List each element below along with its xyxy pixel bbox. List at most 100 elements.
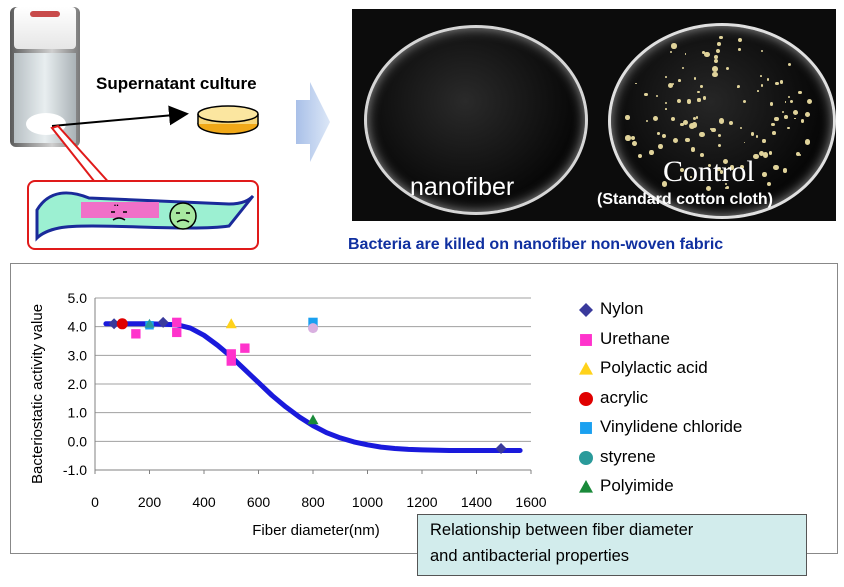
x-tick-label: 1200 [406, 494, 437, 510]
colony-dot [779, 80, 783, 84]
colony-dot [781, 110, 785, 114]
data-point [172, 327, 182, 338]
colony-dot [714, 55, 718, 60]
colony-dot [718, 118, 725, 124]
colony-dot [798, 153, 802, 157]
colony-dot [685, 137, 690, 142]
colony-dot [665, 102, 668, 105]
colony-dot [662, 133, 667, 138]
legend-marker-shape [580, 333, 592, 346]
colony-dot [664, 76, 667, 78]
trend-curve [103, 321, 523, 453]
colony-dot [655, 94, 658, 97]
colony-dot [631, 141, 637, 147]
y-tick-label: -1.0 [63, 462, 87, 478]
colony-dot [697, 98, 701, 102]
colony-dot [712, 66, 718, 72]
y-tick-label: 2.0 [68, 376, 88, 392]
colony-dot [638, 153, 643, 158]
data-point [157, 316, 169, 328]
colony-dot [705, 186, 711, 192]
colony-dot [766, 78, 770, 81]
colony-dot [718, 134, 722, 138]
colony-dot [774, 117, 779, 122]
colony-dot [699, 131, 705, 138]
colony-dot [795, 111, 798, 115]
data-point [226, 349, 236, 359]
colony-dot [728, 167, 730, 169]
legend-label: Polylactic acid [600, 358, 708, 377]
colony-dot [690, 147, 696, 153]
colony-dot [773, 164, 779, 171]
colony-dot [717, 42, 722, 46]
nanofiber-dish [364, 25, 588, 215]
colony-dot [684, 53, 687, 55]
fabric-band [81, 202, 159, 218]
colony-dot [718, 144, 722, 148]
colony-dot [701, 51, 705, 54]
colony-dot [742, 99, 746, 103]
data-point [116, 318, 128, 330]
colony-dot [719, 35, 723, 40]
colony-dot [737, 84, 741, 88]
colony-dot [644, 92, 648, 97]
legend-marker [580, 422, 592, 434]
colony-dot [783, 168, 788, 173]
x-tick-label: 1400 [461, 494, 492, 510]
y-axis-label: Bacteriostatic activity value [29, 304, 46, 484]
colony-dot [702, 96, 707, 100]
colony-dot [757, 90, 760, 93]
colony-dot [784, 115, 788, 119]
colony-dot [804, 138, 811, 145]
y-tick-label: 5.0 [68, 290, 88, 306]
colony-dot [715, 48, 720, 53]
colony-dot [683, 120, 689, 126]
colony-dot [724, 186, 727, 189]
colony-dot [762, 139, 766, 143]
colony-dot [667, 83, 673, 88]
colony-dot [680, 167, 685, 172]
colony-dot [699, 152, 704, 157]
relationship-line-1: Relationship between fiber diameter [430, 521, 694, 539]
colony-dot [676, 98, 681, 103]
colony-dot [625, 115, 630, 120]
x-tick-label: 1600 [515, 494, 546, 510]
colony-dot [796, 151, 801, 156]
colony-dot [755, 135, 758, 138]
x-tick-label: 600 [247, 494, 271, 510]
bacteria-face-icon [169, 202, 197, 230]
colony-dot [708, 163, 712, 167]
x-axis-label: Fiber diameter(nm) [252, 522, 380, 539]
colony-dot [657, 132, 660, 135]
colony-dot [690, 176, 693, 179]
colony-dot [658, 144, 663, 149]
data-point [225, 318, 237, 329]
colony-dot [712, 71, 718, 78]
colony-dot [762, 151, 769, 158]
colony-dot [750, 132, 755, 136]
colony-dot [739, 126, 742, 129]
colony-dot [775, 81, 779, 86]
data-point [308, 317, 318, 328]
colony-dot [635, 82, 637, 85]
colony-dot [697, 90, 700, 94]
control-sublabel: (Standard cotton cloth) [597, 191, 773, 208]
colony-dot [652, 115, 659, 122]
colony-dot [768, 151, 773, 155]
colony-dot [670, 116, 676, 122]
data-point [144, 318, 155, 328]
colony-dot [630, 135, 635, 140]
colony-dot [665, 108, 667, 110]
colony-dot [737, 48, 741, 52]
colony-dot [716, 167, 721, 172]
y-tick-label: 4.0 [68, 319, 88, 335]
data-point [307, 414, 319, 425]
colony-dot [672, 83, 675, 86]
colony-dot [804, 112, 810, 117]
colony-dot [784, 101, 787, 103]
legend-label: Nylon [600, 299, 644, 318]
control-label: Control [663, 155, 755, 188]
colony-dot [625, 135, 631, 141]
data-point [131, 329, 141, 339]
colony-dot [738, 38, 743, 43]
